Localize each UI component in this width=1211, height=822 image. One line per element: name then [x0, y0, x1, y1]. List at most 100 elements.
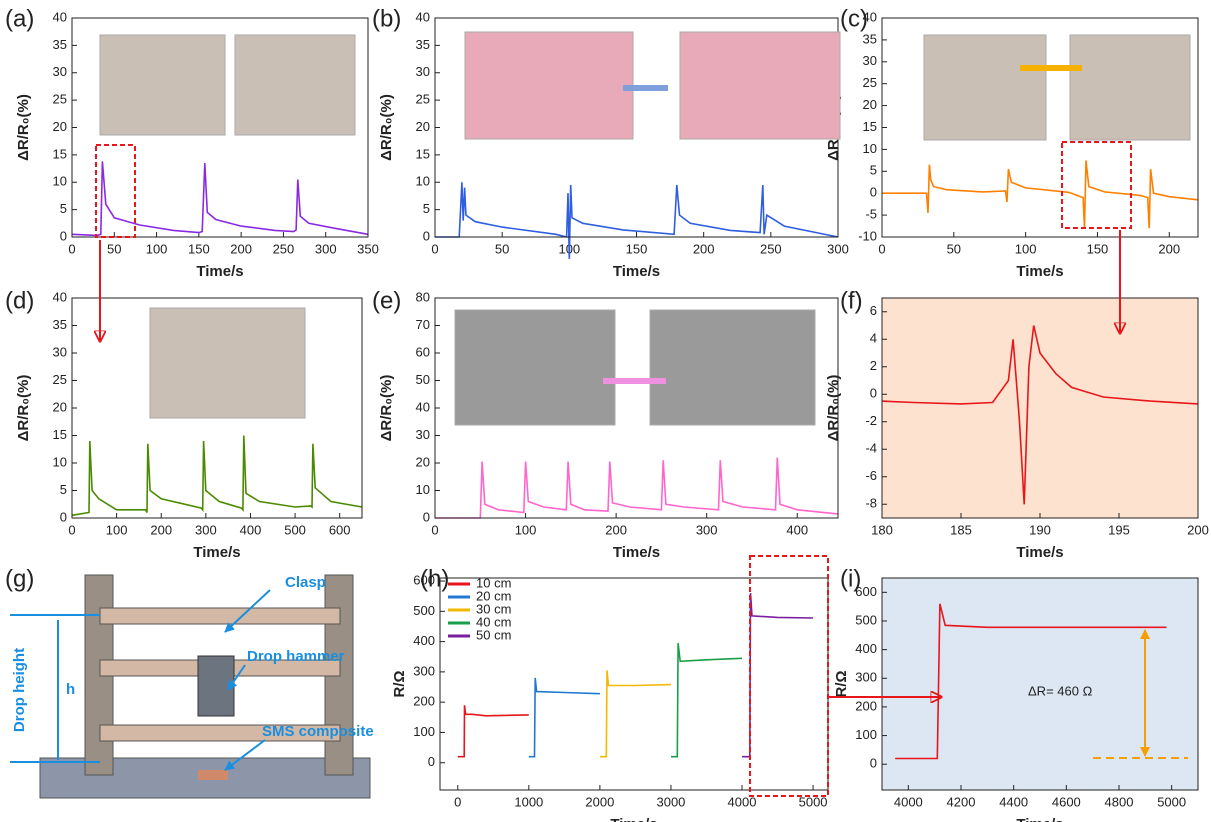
- x-tick-label: 150: [1087, 241, 1109, 256]
- x-tick-label: 600: [329, 522, 351, 537]
- x-axis-label: Time/s: [196, 263, 243, 280]
- x-tick-label: 2000: [585, 794, 614, 809]
- y-tick-label: 4: [870, 331, 877, 346]
- diagram-label: Drop height: [11, 648, 28, 732]
- x-axis-label: Time/s: [613, 263, 660, 280]
- x-tick-label: 50: [947, 241, 961, 256]
- x-tick-label: 185: [950, 522, 972, 537]
- x-tick-label: 0: [431, 522, 438, 537]
- y-tick-label: 25: [53, 92, 67, 107]
- y-tick-label: 35: [53, 317, 67, 332]
- y-tick-label: 40: [53, 9, 67, 24]
- panel-label: (a): [5, 5, 34, 32]
- photo: [150, 308, 305, 418]
- x-tick-label: 50: [107, 241, 121, 256]
- y-tick-label: 40: [53, 289, 67, 304]
- y-tick-label: 300: [855, 670, 877, 685]
- y-tick-label: 5: [870, 163, 877, 178]
- x-tick-label: 200: [150, 522, 172, 537]
- y-tick-label: -6: [865, 468, 877, 483]
- panel-label: (e): [372, 287, 401, 314]
- y-tick-label: 0: [870, 756, 877, 771]
- hammer: [198, 656, 234, 716]
- y-tick-label: 400: [855, 641, 877, 656]
- x-tick-label: 300: [195, 522, 217, 537]
- y-tick-label: 30: [416, 427, 430, 442]
- y-tick-label: -4: [865, 441, 877, 456]
- photo: [455, 310, 615, 425]
- y-tick-label: 35: [863, 31, 877, 46]
- y-tick-label: 5: [60, 201, 67, 216]
- photo: [465, 32, 633, 139]
- y-axis-label: R/Ω: [833, 670, 850, 697]
- y-tick-label: 0: [870, 185, 877, 200]
- y-tick-label: 10: [416, 482, 430, 497]
- y-tick-label: 0: [870, 386, 877, 401]
- y-axis-label: ΔR/R₀(%): [378, 94, 395, 161]
- y-tick-label: 5: [60, 482, 67, 497]
- diagram-label: Drop hammer: [247, 648, 345, 665]
- y-tick-label: 10: [416, 174, 430, 189]
- x-tick-label: 190: [1029, 522, 1051, 537]
- x-tick-label: 100: [1015, 241, 1037, 256]
- x-tick-label: 1000: [514, 794, 543, 809]
- panel-label: (g): [5, 565, 34, 592]
- photo: [650, 310, 815, 425]
- x-axis-label: Time/s: [610, 816, 657, 822]
- y-tick-label: -10: [858, 228, 877, 243]
- y-tick-label: 25: [53, 372, 67, 387]
- x-tick-label: 250: [273, 241, 295, 256]
- x-tick-label: 4600: [1052, 794, 1081, 809]
- x-axis-label: Time/s: [193, 544, 240, 561]
- y-tick-label: 100: [413, 724, 435, 739]
- y-tick-label: 30: [53, 344, 67, 359]
- y-tick-label: 15: [53, 427, 67, 442]
- y-axis-label: ΔR/R₀(%): [825, 375, 842, 442]
- x-tick-label: 4800: [1105, 794, 1134, 809]
- y-tick-label: 25: [863, 75, 877, 90]
- y-tick-label: 15: [863, 119, 877, 134]
- x-tick-label: 200: [1187, 522, 1209, 537]
- x-tick-label: 500: [284, 522, 306, 537]
- y-tick-label: 2: [870, 358, 877, 373]
- x-tick-label: 195: [1108, 522, 1130, 537]
- y-tick-label: -5: [865, 207, 877, 222]
- panel-label: (b): [372, 5, 401, 32]
- y-tick-label: 200: [855, 698, 877, 713]
- y-tick-label: 25: [416, 92, 430, 107]
- panel-label: (h): [420, 565, 449, 592]
- x-tick-label: 300: [696, 522, 718, 537]
- y-axis-label: ΔR/R₀(%): [15, 375, 32, 442]
- y-tick-label: 40: [416, 9, 430, 24]
- y-tick-label: 15: [416, 146, 430, 161]
- x-tick-label: 200: [693, 241, 715, 256]
- y-tick-label: 0: [428, 754, 435, 769]
- y-tick-label: 400: [413, 633, 435, 648]
- y-tick-label: 10: [53, 454, 67, 469]
- x-tick-label: 0: [68, 241, 75, 256]
- y-tick-label: 20: [53, 399, 67, 414]
- x-tick-label: 0: [878, 241, 885, 256]
- y-tick-label: 15: [53, 146, 67, 161]
- x-tick-label: 4400: [999, 794, 1028, 809]
- x-tick-label: 180: [871, 522, 893, 537]
- y-tick-label: 30: [416, 64, 430, 79]
- x-tick-label: 100: [515, 522, 537, 537]
- sample: [198, 770, 228, 780]
- x-axis-label: Time/s: [1016, 544, 1063, 561]
- x-tick-label: 400: [240, 522, 262, 537]
- x-tick-label: 3000: [656, 794, 685, 809]
- x-tick-label: 200: [605, 522, 627, 537]
- y-axis-label: R/Ω: [391, 670, 408, 697]
- diagram-label: h: [66, 681, 75, 698]
- x-tick-label: 100: [146, 241, 168, 256]
- y-axis-label: ΔR/R₀(%): [15, 94, 32, 161]
- plate: [100, 608, 340, 624]
- x-tick-label: 5000: [1157, 794, 1186, 809]
- x-tick-label: 400: [786, 522, 808, 537]
- y-axis-label: ΔR/R₀(%): [378, 375, 395, 442]
- x-tick-label: 50: [495, 241, 509, 256]
